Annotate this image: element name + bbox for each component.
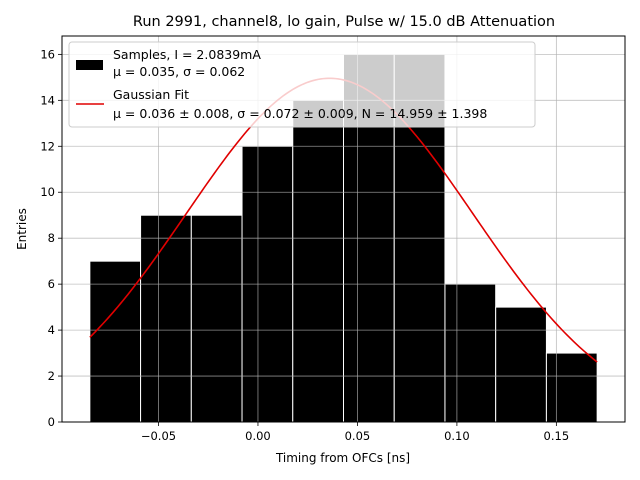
y-tick-label: 4 <box>48 323 55 337</box>
histogram-bar <box>89 260 142 423</box>
legend-samples-line1: Samples, I = 2.0839mA <box>113 47 261 62</box>
histogram-bar <box>495 306 547 423</box>
y-tick-label: 12 <box>40 139 55 153</box>
y-tick-label: 0 <box>48 415 55 429</box>
legend: Samples, I = 2.0839mA μ = 0.035, σ = 0.0… <box>68 41 536 128</box>
legend-fit-line1: Gaussian Fit <box>113 87 189 102</box>
histogram-bar <box>444 283 497 423</box>
x-tick-label: 0.00 <box>245 429 271 443</box>
histogram-bar <box>140 214 192 423</box>
y-tick-label: 2 <box>48 369 55 383</box>
legend-samples-line2: μ = 0.035, σ = 0.062 <box>113 64 245 79</box>
histogram-bar <box>292 99 345 423</box>
legend-frame <box>68 41 536 128</box>
y-tick-label: 14 <box>40 93 55 107</box>
y-axis-ticks: 0 2 4 6 8 10 12 14 16 <box>40 47 62 429</box>
y-tick-label: 6 <box>48 277 55 291</box>
x-tick-label: −0.05 <box>141 429 176 443</box>
legend-samples-swatch <box>76 60 103 70</box>
x-tick-label: 0.05 <box>345 429 371 443</box>
chart-title: Run 2991, channel8, lo gain, Pulse w/ 15… <box>133 14 555 30</box>
y-tick-label: 10 <box>40 185 55 199</box>
y-tick-label: 8 <box>48 231 55 245</box>
plot-frame <box>61 35 626 423</box>
histogram-bar <box>190 214 243 423</box>
histogram-bar <box>545 352 598 423</box>
y-axis-label: Entries <box>15 208 29 250</box>
x-axis-label: Timing from OFCs [ns] <box>275 451 410 465</box>
x-tick-label: 0.15 <box>544 429 570 443</box>
x-axis-ticks: −0.05 0.00 0.05 0.10 0.15 <box>141 422 569 443</box>
y-tick-label: 16 <box>40 47 55 61</box>
legend-fit-line2: μ = 0.036 ± 0.008, σ = 0.072 ± 0.009, N … <box>113 106 487 121</box>
x-tick-label: 0.10 <box>444 429 470 443</box>
